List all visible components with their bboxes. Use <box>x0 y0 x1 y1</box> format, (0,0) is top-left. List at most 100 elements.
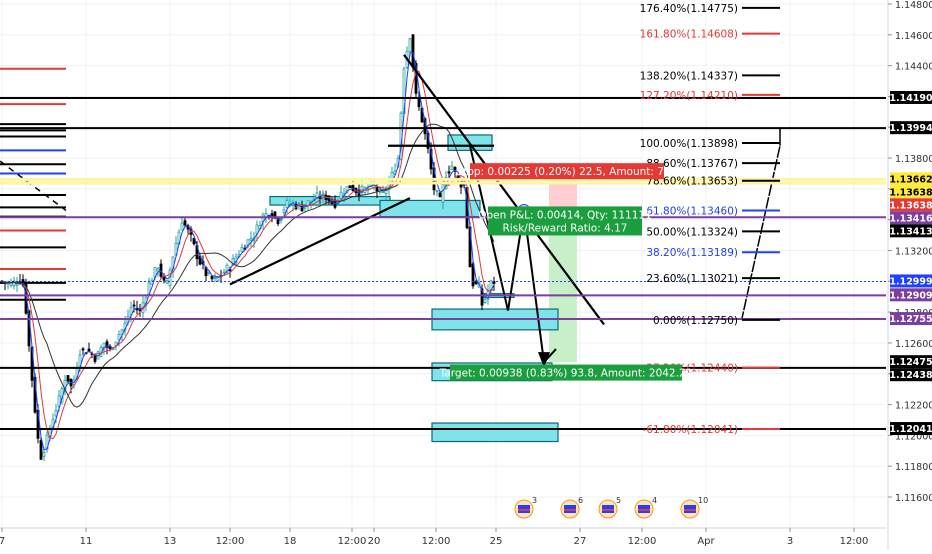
x-tick-label: 25 <box>490 536 503 547</box>
y-tick-label: 1.12600 <box>895 339 932 350</box>
x-tick-label: 11 <box>80 536 93 547</box>
candle-body <box>192 237 196 245</box>
event-count: 3 <box>532 496 537 505</box>
price-label: 1.13994 <box>889 123 932 134</box>
zone-rectangle[interactable] <box>431 422 559 443</box>
y-tick-label: 1.14600 <box>895 31 932 42</box>
candle-body <box>66 375 70 382</box>
candle-body <box>42 451 46 457</box>
price-label: 1.12041 <box>889 424 932 435</box>
candle-body <box>15 283 19 286</box>
candle-body <box>105 341 109 348</box>
candle-body <box>81 348 85 351</box>
candle-body <box>216 276 220 282</box>
fib-level-label: 161.80%(1.14608) <box>640 29 738 41</box>
price-label: 1.12755 <box>889 314 932 325</box>
fib-level-label: 138.20%(1.14337) <box>640 70 738 82</box>
x-tick-label: 12:00 <box>840 536 869 547</box>
price-label: 1.13416 <box>889 213 932 224</box>
trend-line[interactable] <box>403 54 605 326</box>
price-label-bg <box>890 368 932 382</box>
candle-body <box>348 185 352 189</box>
price-label-bg <box>890 422 932 436</box>
candle-body <box>183 220 187 226</box>
candle-body <box>381 191 385 194</box>
candle-body <box>225 264 229 273</box>
y-tick-label: 1.12200 <box>895 401 932 412</box>
target-label-bg <box>450 364 682 381</box>
flag-stripe <box>564 509 576 511</box>
candle-body <box>414 63 418 94</box>
fib-level-label: 50.00%(1.13324) <box>646 226 738 238</box>
price-label: 1.12438 <box>889 370 932 381</box>
price-label: 1.13662 <box>889 174 932 185</box>
y-tick-label: 1.14400 <box>895 62 932 73</box>
candle-body <box>447 171 451 174</box>
x-tick-label: 3 <box>787 536 793 547</box>
fib-level-label: 61.80%(1.13460) <box>646 205 738 217</box>
flag-stripe <box>638 509 650 511</box>
price-label-bg <box>890 274 932 288</box>
price-label-bg <box>890 312 932 326</box>
candle-body <box>282 209 286 213</box>
candle-body <box>480 288 484 306</box>
y-tick-label: 1.11800 <box>895 462 932 473</box>
x-tick-label: 27 <box>574 536 587 547</box>
fib-level-label: 176.40%(1.14775) <box>640 3 738 15</box>
candle-body <box>240 246 244 252</box>
candle-body <box>276 218 280 224</box>
price-label: 1.13638 <box>889 200 932 211</box>
y-tick-label: 1.13800 <box>895 154 932 165</box>
candle-body <box>318 197 322 200</box>
candle-body <box>411 34 415 68</box>
candle-body <box>249 238 253 241</box>
candle-body <box>339 191 343 199</box>
flag-stripe <box>518 509 530 511</box>
fib-level-label: 38.20%(1.13189) <box>646 247 738 259</box>
candle-body <box>435 190 439 193</box>
trend-line[interactable] <box>229 197 411 286</box>
y-tick-label: 1.13200 <box>895 247 932 258</box>
x-tick-label: 12:00 <box>628 536 657 547</box>
ma-slow-line <box>1 123 495 408</box>
candle-body <box>180 222 184 231</box>
legacy-dashed-trend <box>0 160 67 212</box>
y-tick-label: 1.14800 <box>895 0 932 11</box>
price-label: 1.12475 <box>889 357 932 368</box>
fib-level-label: 100.00%(1.13898) <box>640 138 738 150</box>
open-pnl-label-bg <box>488 206 642 236</box>
x-tick-label: 13 <box>164 536 177 547</box>
target-label: Target: 0.00938 (0.83%) 93.8, Amount: 20… <box>439 368 693 380</box>
projection-dashed-line <box>741 145 781 319</box>
candle-body <box>117 334 121 341</box>
arrow-head-icon <box>538 352 550 368</box>
x-tick-label: Apr <box>697 536 715 547</box>
open-pnl-label: Open P&L: 0.00414, Qty: 111111 <box>478 209 652 221</box>
candle-body <box>54 410 58 417</box>
candle-body <box>450 165 454 170</box>
candle-body <box>12 280 16 286</box>
price-label: 1.13413 <box>889 226 932 237</box>
zone-rectangle[interactable] <box>379 199 481 218</box>
candle-body <box>273 211 277 217</box>
candle-body <box>39 440 43 460</box>
price-label: 1.12999 <box>889 276 932 287</box>
candle-body <box>297 203 301 206</box>
flag-stripe <box>602 509 614 511</box>
fib-level-label: 127.20%(1.14210) <box>640 90 738 102</box>
price-label-bg <box>890 288 932 302</box>
trend-line[interactable] <box>523 210 545 363</box>
x-tick-label: 7 <box>0 536 5 547</box>
candle-body <box>360 185 364 193</box>
x-tick-label: 12:00 <box>422 536 451 547</box>
candle-body <box>138 309 142 312</box>
event-count: 10 <box>698 496 708 505</box>
fib-level-label: 0.00%(1.12750) <box>653 315 738 327</box>
candle-body <box>441 184 445 203</box>
candle-body <box>222 271 226 274</box>
stop-label: Stop: 0.00225 (0.20%) 22.5, Amount: 750 <box>457 166 678 178</box>
fib-level-label: 78.60%(1.13653) <box>646 176 738 188</box>
candle-body <box>159 263 163 277</box>
